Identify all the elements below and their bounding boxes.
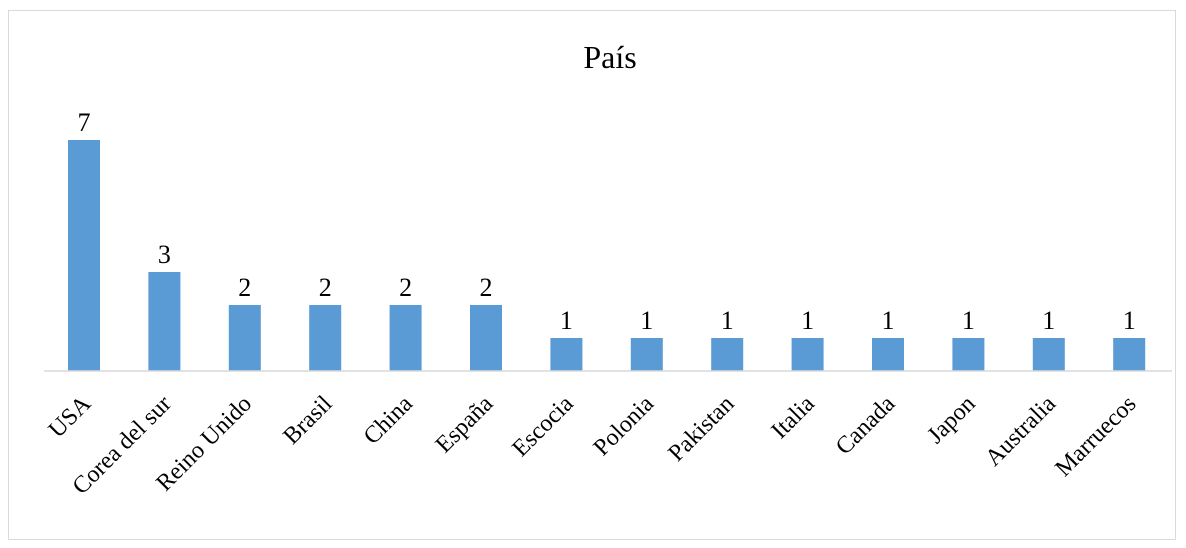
data-label-australia: 1: [1042, 306, 1055, 335]
bar-usa: [68, 140, 100, 371]
bar-espana: [470, 305, 502, 371]
data-label-espana: 2: [480, 273, 493, 302]
bar-canada: [872, 338, 904, 371]
bar-escocia: [550, 338, 583, 371]
data-label-escocia: 1: [560, 306, 573, 335]
bar-australia: [1032, 338, 1065, 371]
data-labels-group: 7 3 2 2 2 2 1 1 1 1 1 1 1 1: [78, 108, 1136, 335]
data-label-pakistan: 1: [721, 306, 734, 335]
bar-brasil: [309, 305, 342, 371]
chart-frame: [8, 10, 1176, 540]
bar-italia: [791, 338, 824, 371]
category-label-australia: Australia: [980, 391, 1061, 472]
data-label-canada: 1: [882, 306, 895, 335]
data-label-polonia: 1: [640, 306, 653, 335]
data-label-italia: 1: [801, 306, 814, 335]
category-label-china: China: [359, 391, 418, 450]
bar-reino-unido: [228, 305, 261, 371]
data-label-japon: 1: [962, 306, 975, 335]
category-label-escocia: Escocia: [507, 391, 578, 462]
bars-group: [68, 140, 1146, 371]
category-label-canada: Canada: [831, 391, 901, 461]
bar-pakistan: [711, 338, 744, 371]
data-label-marruecos: 1: [1123, 306, 1136, 335]
bar-china: [389, 305, 422, 371]
data-label-corea-del-sur: 3: [158, 240, 171, 269]
data-label-china: 2: [399, 273, 412, 302]
category-label-italia: Italia: [767, 391, 820, 444]
chart-title: País: [583, 39, 636, 75]
bar-japon: [952, 338, 985, 371]
category-label-marruecos: Marruecos: [1050, 391, 1141, 482]
data-label-usa: 7: [78, 108, 91, 137]
category-label-brasil: Brasil: [279, 391, 338, 450]
bar-marruecos: [1113, 338, 1146, 371]
category-label-espana: España: [431, 391, 499, 459]
category-label-usa: USA: [44, 390, 97, 443]
data-label-reino-unido: 2: [238, 273, 251, 302]
category-label-pakistan: Pakistan: [664, 391, 740, 467]
bar-corea-del-sur: [148, 272, 181, 371]
category-label-japon: Japon: [923, 391, 981, 449]
category-label-polonia: Polonia: [589, 391, 659, 461]
data-label-brasil: 2: [319, 273, 332, 302]
bar-polonia: [630, 338, 663, 371]
